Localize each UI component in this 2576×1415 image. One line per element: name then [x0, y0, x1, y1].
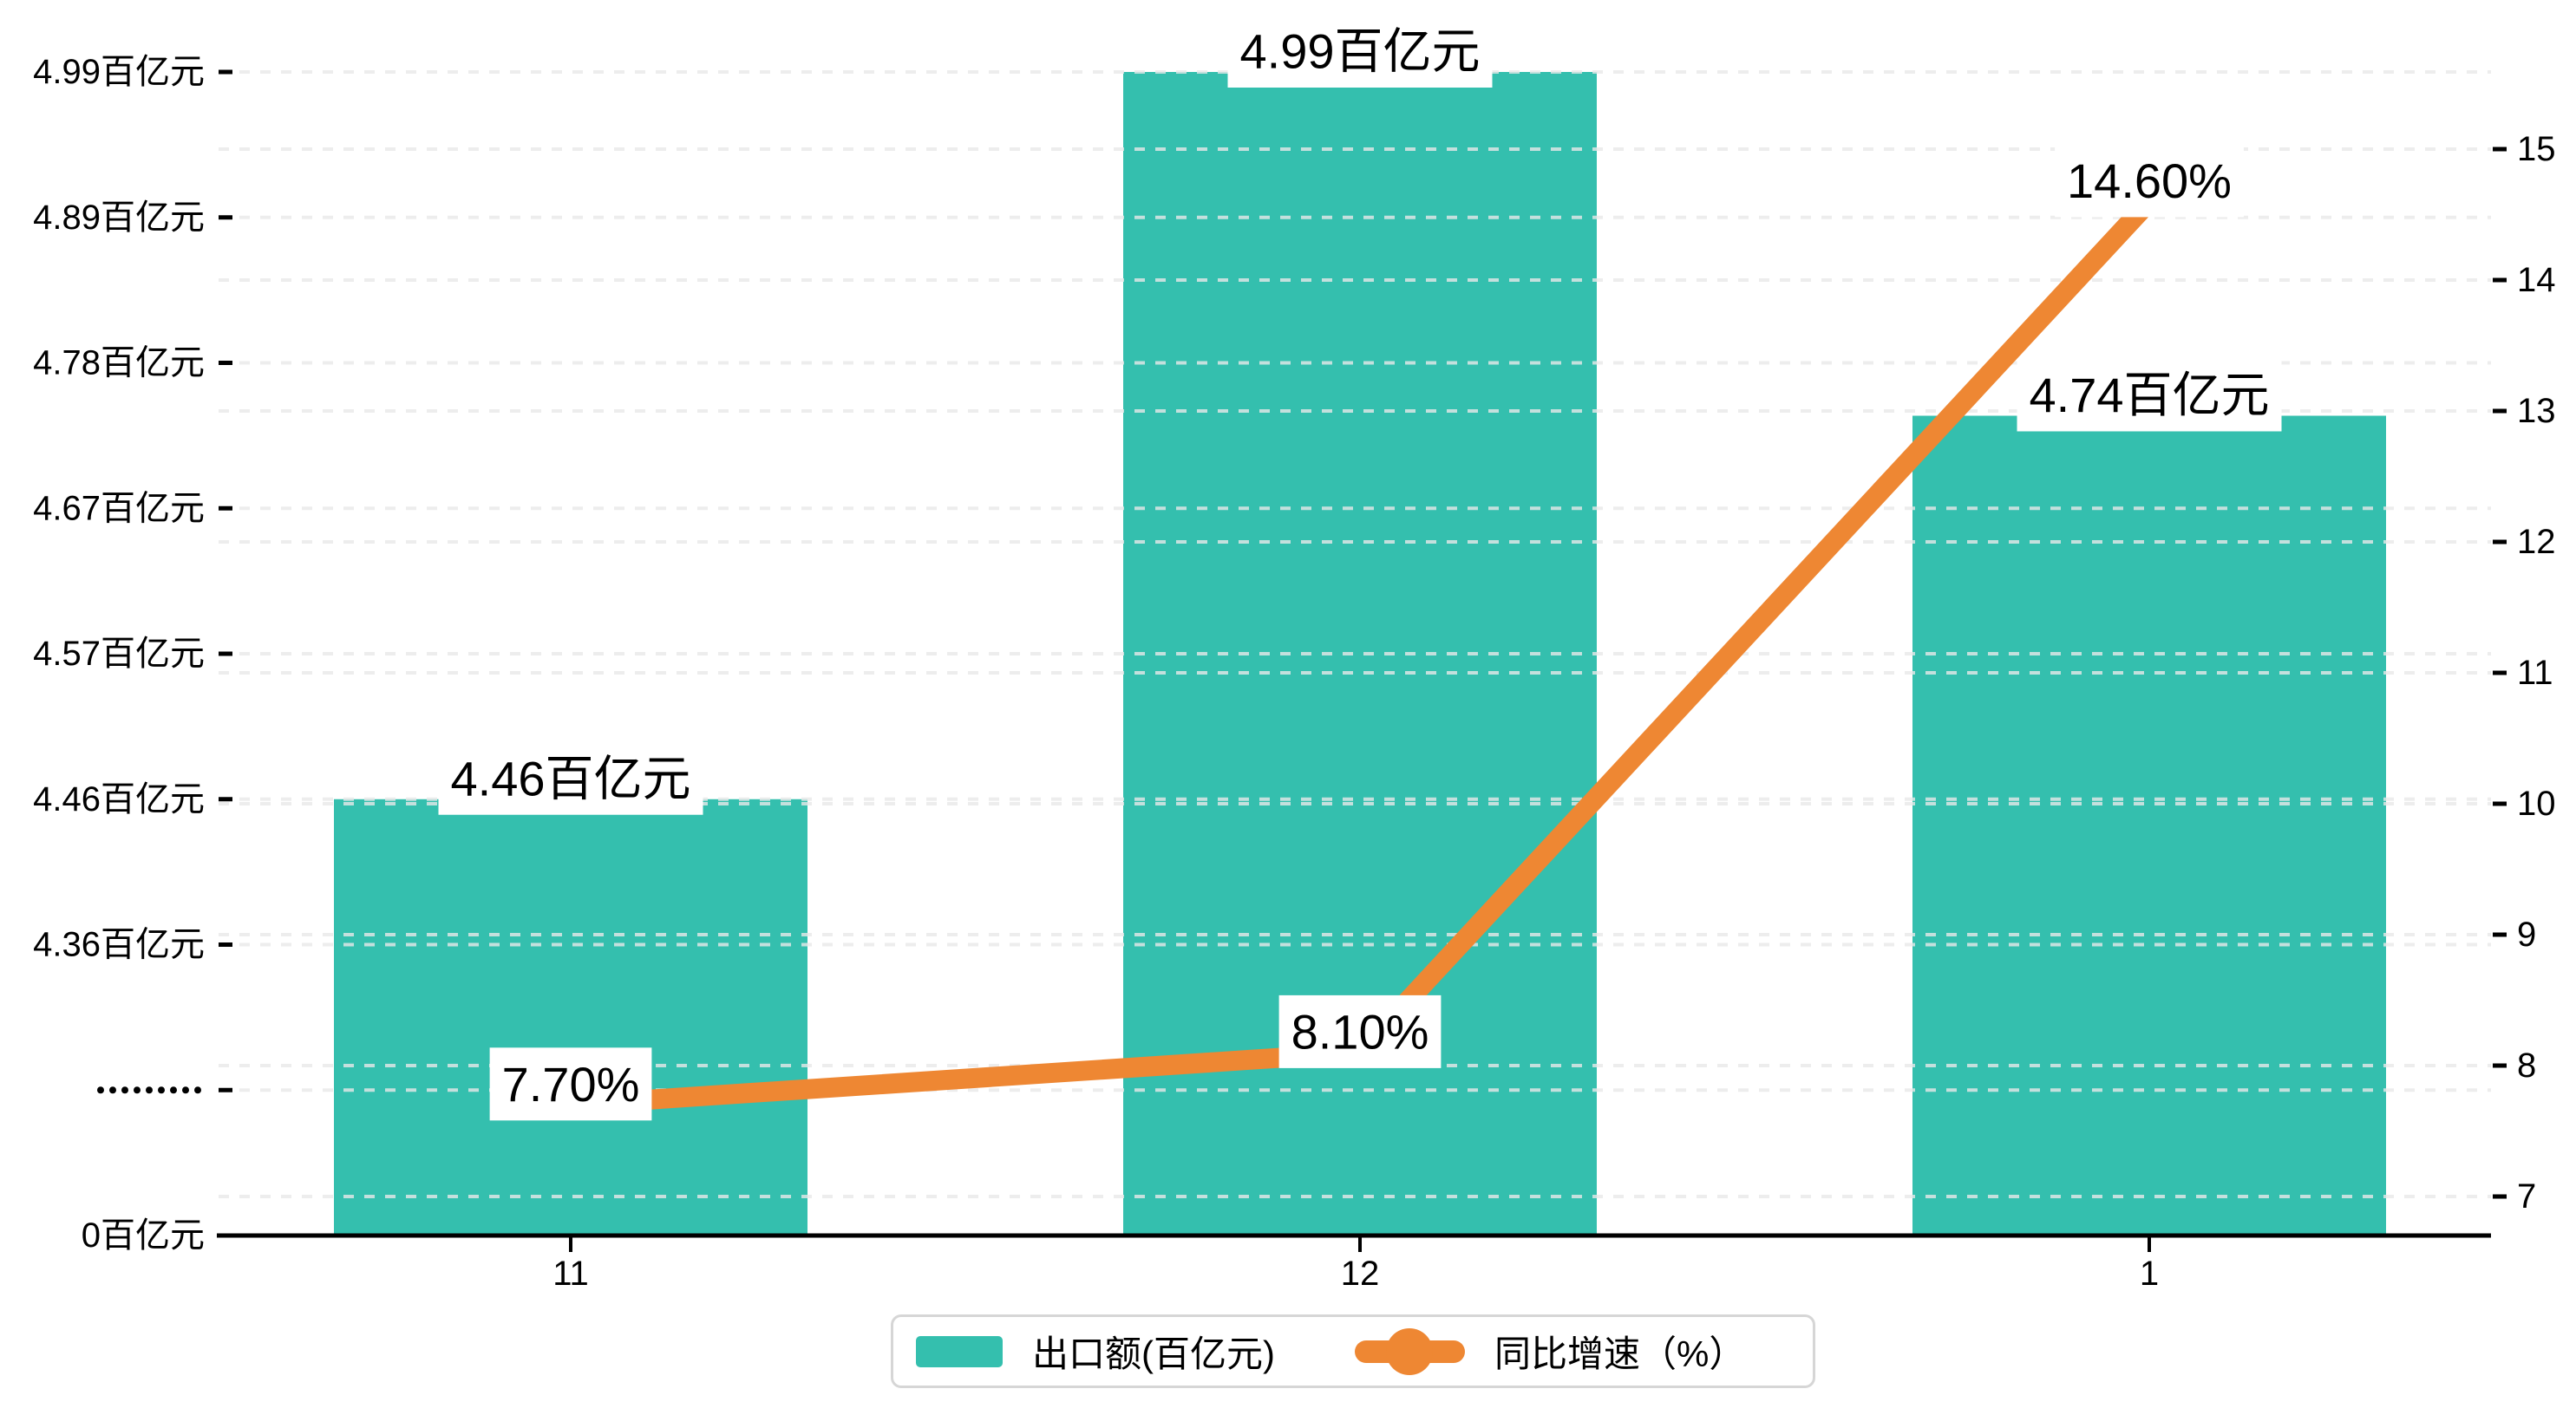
legend-item-bar[interactable]: 出口额(百亿元) — [916, 1325, 1275, 1378]
axis-break-dot — [182, 1086, 189, 1094]
axis-break-dot — [97, 1086, 104, 1094]
right-axis-label: 10 — [2517, 785, 2556, 823]
bar-label-11-box — [438, 741, 703, 815]
line-label-11: 7.70% — [502, 1057, 640, 1112]
x-axis-label-12: 12 — [1341, 1255, 1380, 1293]
bar-month-1[interactable] — [1912, 415, 2386, 1236]
right-axis-label: 8 — [2517, 1047, 2536, 1085]
left-axis-label: 0百亿元 — [82, 1216, 205, 1255]
bar-swatch-icon — [916, 1335, 1003, 1367]
axis-break-dot — [121, 1086, 128, 1094]
axis-break-dot — [158, 1086, 165, 1094]
axis-break-dot — [146, 1086, 153, 1094]
axis-break-dot — [134, 1086, 141, 1094]
legend: 出口额(百亿元) 同比增速（%） — [891, 1314, 1815, 1388]
left-axis-label: 4.99百亿元 — [33, 53, 205, 91]
line-point-dot — [1385, 1327, 1433, 1375]
legend-label: 同比增速（%） — [1494, 1333, 1746, 1374]
x-axis-label-1: 1 — [2140, 1255, 2159, 1293]
line-dot-icon — [1354, 1327, 1465, 1375]
right-axis-label: 9 — [2517, 916, 2536, 954]
right-axis-label: 14 — [2517, 261, 2556, 299]
right-axis-label: 12 — [2517, 523, 2556, 561]
line-label-12: 8.10% — [1291, 1004, 1429, 1059]
right-axis-label: 7 — [2517, 1177, 2536, 1216]
line-label-1: 14.60% — [2067, 153, 2232, 208]
left-axis-label: 4.36百亿元 — [33, 926, 205, 964]
left-axis-label: 4.46百亿元 — [33, 780, 205, 818]
bar-month-11[interactable] — [334, 799, 807, 1236]
axis-break-dot — [194, 1086, 201, 1094]
axis-break-dot — [109, 1086, 116, 1094]
legend-label: 出口额(百亿元) — [1032, 1333, 1275, 1374]
left-axis-label: 4.67百亿元 — [33, 489, 205, 527]
bar-label-1-box — [2017, 358, 2282, 432]
bar-label-12-box — [1227, 15, 1493, 88]
x-axis-label-11: 11 — [552, 1255, 589, 1293]
right-axis-label: 13 — [2517, 392, 2556, 430]
axis-break-dot — [170, 1086, 177, 1094]
bar-label-11: 4.46百亿元 — [451, 751, 691, 805]
bar-label-1: 4.74百亿元 — [2030, 368, 2270, 422]
right-axis-label: 11 — [2517, 654, 2553, 692]
legend-item-line[interactable]: 同比增速（%） — [1354, 1325, 1746, 1378]
line-label-12-box — [1278, 994, 1442, 1068]
right-axis-label: 15 — [2517, 130, 2556, 168]
left-axis-label: 4.78百亿元 — [33, 344, 205, 382]
line-label-11-box — [489, 1047, 652, 1121]
bar-label-12: 4.99百亿元 — [1240, 24, 1481, 79]
left-axis-label: 4.57百亿元 — [33, 635, 205, 673]
line-label-1-box — [2055, 144, 2244, 218]
left-axis-label: 4.89百亿元 — [33, 199, 205, 237]
